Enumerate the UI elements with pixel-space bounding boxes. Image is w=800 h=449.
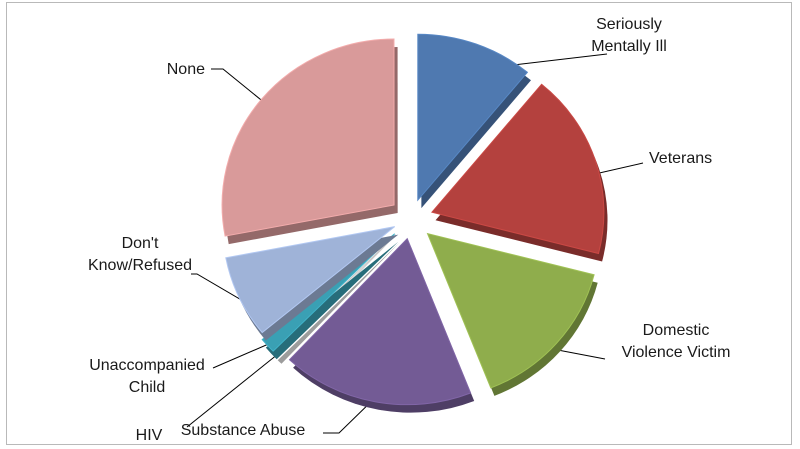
slice-label-none: None (167, 61, 205, 78)
pie-slice-face-seriously-mentally-ill (417, 33, 529, 202)
pie-slice-face-veterans (431, 83, 605, 255)
pie-slice-domestic-violence-victim (426, 232, 598, 396)
slice-label-seriously-mentally-ill: Seriously Mentally Ill (591, 16, 667, 55)
slice-label-domestic-violence-victim: Domestic Violence Victim (622, 322, 731, 361)
slice-labels: Seriously Mentally Ill Veterans Domestic Vio… (88, 16, 730, 444)
pie-slice-edge-hiv (277, 242, 400, 364)
pie-slice-face-domestic-violence-victim (426, 232, 595, 389)
leader-line-seriously-mentally-ill (504, 53, 608, 67)
slice-label-substance-abuse: Substance Abuse (181, 422, 306, 439)
pie-slice-face-don-t-know-refused (225, 226, 396, 334)
pie-slice-seriously-mentally-ill (417, 33, 531, 209)
pie-slices (221, 33, 608, 413)
leader-lines (186, 53, 644, 434)
leader-line-substance-abuse (323, 393, 380, 434)
pie-slice-substance-abuse (288, 237, 475, 413)
slice-label-hiv: HIV (136, 427, 163, 444)
slice-label-unaccompanied-child: Unaccompanied Child (89, 357, 205, 396)
slice-label-veterans: Veterans (649, 150, 712, 167)
pie-slice-don-t-know-refused (225, 226, 399, 341)
leader-line-don-t-know-refused (191, 273, 256, 309)
pie-chart: Seriously Mentally Ill Veterans Domestic Vio… (88, 16, 730, 444)
pie-slice-none (221, 38, 398, 245)
chart-area: Seriously Mentally Ill Veterans Domestic Vio… (6, 2, 792, 445)
slice-label-don-t-know-refused: Don't Know/Refused (88, 235, 192, 274)
pie-slice-veterans (431, 83, 608, 262)
pie-slice-face-substance-abuse (288, 237, 472, 406)
pie-slice-face-none (221, 38, 395, 237)
pie-slice-edge-unaccompanied-child (265, 241, 399, 360)
